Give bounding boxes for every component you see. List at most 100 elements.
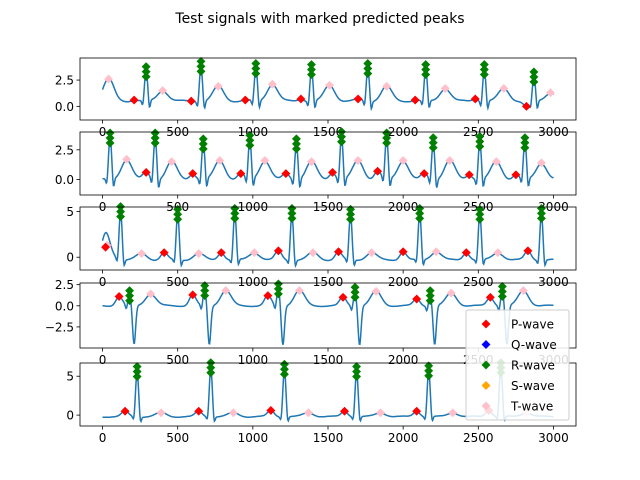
x-tick-label: 1500: [313, 353, 344, 367]
p-wave-marker: [327, 167, 338, 177]
t-wave-marker: [158, 86, 168, 96]
p-wave-marker: [464, 170, 474, 180]
r-wave-marker: [173, 214, 183, 224]
r-wave-marker: [479, 70, 489, 80]
t-wave-marker: [536, 158, 546, 168]
y-tick-label: 0.0: [55, 100, 74, 114]
p-wave-marker: [129, 95, 139, 105]
p-wave-marker: [398, 247, 408, 257]
r-wave-marker: [125, 296, 135, 306]
t-wave-marker: [518, 286, 528, 296]
x-tick-label: 1000: [238, 275, 269, 289]
p-wave-marker: [216, 248, 226, 258]
p-wave-marker: [188, 290, 198, 300]
p-wave-marker: [194, 406, 204, 416]
y-tick-label: 2.5: [55, 278, 74, 292]
r-wave-marker: [520, 143, 530, 153]
t-wave-marker: [228, 408, 238, 418]
legend-label: P-wave: [511, 318, 554, 332]
t-wave-marker: [431, 247, 441, 257]
t-wave-marker: [448, 408, 458, 418]
t-wave-marker: [308, 248, 318, 258]
r-wave-marker: [497, 291, 507, 301]
x-tick-label: 1500: [313, 431, 344, 445]
p-wave-marker: [338, 292, 348, 302]
r-wave-marker: [200, 291, 210, 301]
r-wave-marker: [291, 144, 301, 154]
legend-marker: [481, 380, 491, 391]
chart-title: Test signals with marked predicted peaks: [174, 11, 464, 27]
p-wave-marker: [120, 406, 130, 416]
x-tick-label: 3000: [538, 431, 569, 445]
r-wave-marker: [230, 213, 240, 223]
x-tick-label: 2000: [388, 431, 419, 445]
legend-label: S-wave: [511, 379, 555, 393]
p-wave-marker: [114, 291, 124, 302]
p-wave-marker: [273, 246, 283, 256]
t-wave-marker: [446, 288, 456, 298]
t-wave-marker: [445, 155, 455, 166]
r-wave-marker: [105, 138, 115, 148]
y-tick-label: −2.5: [45, 320, 74, 334]
p-wave-marker: [461, 248, 471, 258]
t-wave-marker: [306, 157, 317, 167]
t-wave-marker: [156, 408, 166, 418]
r-wave-marker: [352, 372, 362, 382]
t-wave-marker: [440, 83, 450, 94]
y-tick-label: 0.0: [55, 173, 74, 187]
p-wave-marker: [373, 166, 383, 176]
y-tick-label: 5: [66, 370, 74, 384]
r-wave-marker: [350, 292, 360, 302]
r-wave-marker: [536, 213, 546, 223]
r-wave-marker: [141, 72, 151, 82]
p-wave-marker: [523, 246, 533, 256]
p-wave-marker: [521, 101, 531, 111]
r-wave-marker: [475, 214, 485, 224]
y-tick-label: 5: [66, 205, 74, 219]
t-wave-marker: [371, 286, 381, 296]
r-wave-marker: [424, 371, 434, 381]
t-wave-marker: [249, 248, 259, 258]
t-wave-marker: [137, 249, 147, 259]
t-wave-marker: [122, 154, 132, 164]
y-tick-label: 0: [66, 409, 74, 423]
p-wave-marker: [188, 169, 198, 179]
legend-marker: [481, 339, 491, 350]
r-wave-marker: [475, 141, 485, 152]
t-wave-marker: [493, 248, 503, 258]
signal-line: [102, 287, 554, 346]
t-wave-marker: [260, 155, 270, 166]
r-wave-marker: [245, 140, 255, 150]
p-wave-marker: [186, 96, 196, 106]
x-tick-label: 0: [99, 353, 107, 367]
t-wave-marker: [382, 81, 392, 91]
r-wave-marker: [132, 372, 142, 382]
x-tick-label: 3000: [538, 275, 569, 289]
r-wave-marker: [336, 137, 347, 147]
legend-frame: [465, 309, 570, 421]
r-wave-marker: [198, 144, 208, 154]
r-wave-marker: [196, 66, 206, 76]
y-tick-label: 0.0: [55, 299, 74, 313]
t-wave-marker: [398, 155, 408, 166]
p-wave-marker: [339, 406, 350, 416]
t-wave-marker: [324, 80, 335, 90]
y-tick-label: 2.5: [55, 143, 74, 157]
p-wave-marker: [419, 169, 429, 179]
p-wave-marker: [263, 291, 273, 301]
p-wave-marker: [485, 292, 495, 302]
p-wave-marker: [412, 294, 422, 304]
p-wave-marker: [511, 170, 521, 180]
legend-marker: [481, 401, 491, 411]
p-wave-marker: [141, 167, 151, 177]
t-wave-marker: [215, 155, 225, 166]
r-wave-marker: [428, 143, 438, 153]
p-wave-marker: [281, 169, 291, 179]
r-wave-marker: [425, 296, 435, 306]
p-wave-marker: [240, 95, 250, 105]
x-tick-label: 1500: [313, 275, 344, 289]
p-wave-marker: [236, 169, 246, 179]
r-wave-marker: [306, 70, 317, 80]
t-wave-marker: [267, 79, 277, 89]
